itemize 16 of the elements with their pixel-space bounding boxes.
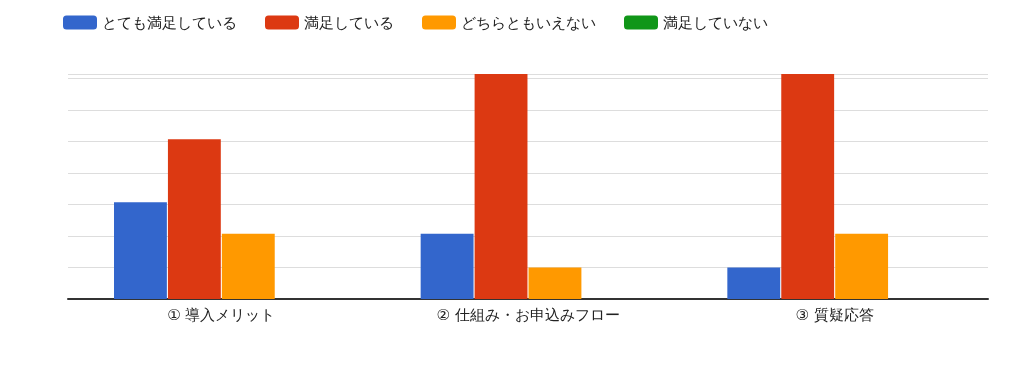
bar — [114, 202, 167, 299]
bar — [727, 267, 781, 299]
bar — [221, 233, 275, 299]
bar — [474, 74, 528, 299]
legend-label: どちらともいえない — [461, 13, 596, 32]
legend-label: 満足している — [304, 13, 394, 32]
x-tick-label: ③ 質疑応答 — [795, 305, 874, 324]
x-tick-label: ② 仕組み・お申込みフロー — [436, 305, 620, 324]
x-tick-label: ① 導入メリット — [167, 305, 276, 324]
bar — [781, 74, 835, 299]
bar — [167, 139, 221, 299]
legend-label: 満足していない — [663, 13, 768, 32]
bar — [835, 233, 889, 299]
bar — [528, 267, 582, 299]
bar — [420, 233, 474, 299]
legend-label: とても満足している — [102, 13, 237, 32]
